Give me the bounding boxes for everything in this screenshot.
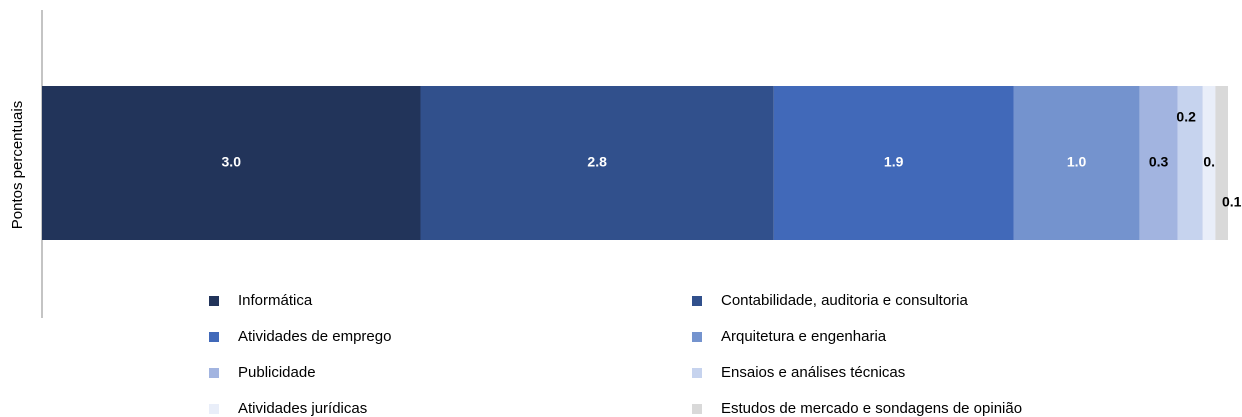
bar-segment [420,86,774,240]
legend-label: Atividades jurídicas [238,400,367,417]
data-label: 0.1 [1222,194,1242,210]
y-axis-label: Pontos percentuais [9,101,26,229]
legend-swatch [692,332,702,342]
bar-segment [1215,86,1228,240]
bar-segment [1013,86,1140,240]
legend-swatch [692,404,702,414]
bar-segment [1202,86,1216,240]
legend-label: Estudos de mercado e sondagens de opiniã… [721,400,1022,417]
legend-swatch [692,368,702,378]
data-label: 2.8 [587,154,607,170]
legend-swatch [209,332,219,342]
data-label: 0.3 [1149,154,1169,170]
data-label: 0.2 [1176,109,1196,125]
legend-swatch [209,404,219,414]
legend-swatch [209,368,219,378]
legend-swatch [692,296,702,306]
legend-swatch [209,296,219,306]
legend-label: Arquitetura e engenharia [721,328,887,345]
legend-label: Contabilidade, auditoria e consultoria [721,292,968,309]
data-label: 1.9 [884,154,904,170]
legend-label: Atividades de emprego [238,328,391,345]
data-label: 3.0 [222,154,242,170]
bar-segment [1139,86,1178,240]
bar-segment [1177,86,1203,240]
bar-segment [42,86,421,240]
data-label: 1.0 [1067,154,1087,170]
legend-label: Ensaios e análises técnicas [721,364,905,381]
bar-segment [773,86,1014,240]
legend-label: Publicidade [238,364,316,381]
legend-label: Informática [238,292,313,309]
